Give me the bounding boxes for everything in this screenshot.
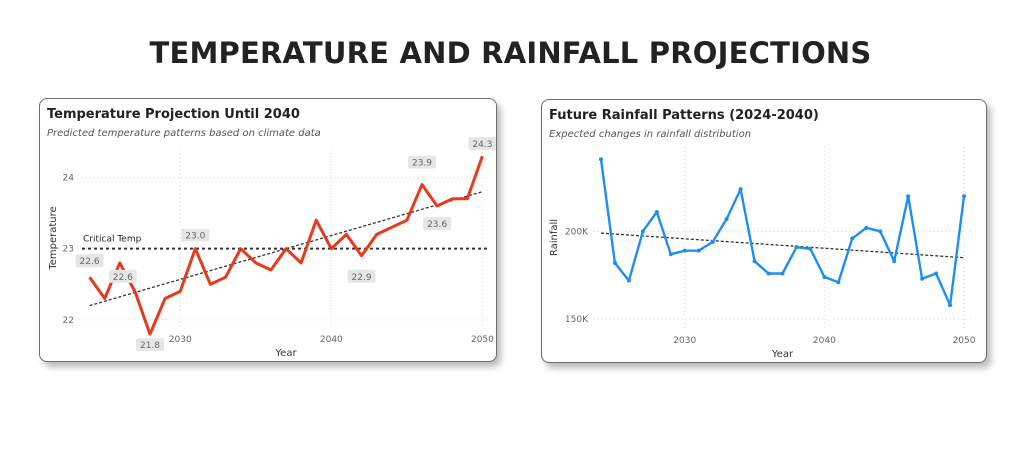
data-point: [696, 248, 701, 253]
data-label: 23.9: [412, 159, 432, 169]
data-point: [766, 271, 771, 276]
data-label-box: [136, 338, 164, 352]
data-point: [612, 260, 617, 265]
data-point: [738, 187, 743, 192]
data-point: [654, 210, 659, 215]
data-point: [640, 229, 645, 234]
y-tick-label: 150K: [565, 315, 589, 325]
x-axis-title: Year: [274, 348, 297, 359]
data-label: 22.9: [352, 273, 372, 283]
data-label-box: [347, 269, 376, 283]
rainfall-chart-plot: 150K 200K 2030 2040 2050 Year Rainfall: [549, 147, 976, 360]
data-label: 24.3: [472, 140, 492, 150]
y-tick-label: 200K: [565, 227, 589, 237]
y-axis-title: Rainfall: [549, 219, 560, 256]
data-point: [920, 276, 925, 281]
trend-line: [600, 232, 965, 259]
data-label: 22.6: [113, 273, 133, 283]
data-label-box: [468, 137, 496, 151]
data-label: 21.8: [140, 341, 160, 351]
temperature-chart-card: Temperature Projection Until 2040 Predic…: [39, 98, 497, 362]
critical-temp-label: Critical Temp: [83, 235, 142, 245]
data-label-box: [181, 228, 210, 242]
data-point: [808, 246, 813, 251]
rainfall-series-line: [599, 159, 966, 307]
temperature-chart-plot: 22 23 24 2030 2040 2050 Year Temperature Critica…: [48, 137, 496, 359]
temperature-series-line: [88, 155, 484, 336]
data-label-box: [108, 269, 137, 283]
data-point: [794, 245, 799, 250]
x-tick-label: 2040: [320, 335, 343, 345]
data-label: 22.6: [80, 257, 100, 267]
x-tick-label: 2050: [471, 335, 494, 345]
data-label: 23.0: [185, 232, 205, 242]
rainfall-chart-title: Future Rainfall Patterns (2024-2040): [549, 108, 819, 123]
trend-line: [89, 191, 483, 307]
data-point: [836, 280, 841, 285]
y-tick-label: 23: [63, 245, 74, 255]
y-axis-title: Temperature: [48, 206, 59, 270]
data-point: [948, 303, 953, 308]
data-point: [668, 252, 673, 257]
data-label-box: [75, 254, 104, 268]
data-point: [752, 259, 757, 264]
data-point: [822, 275, 827, 280]
data-point: [850, 236, 855, 241]
y-tick-label: 24: [63, 173, 75, 183]
x-tick-label: 2040: [813, 336, 836, 346]
temperature-chart-subtitle: Predicted temperature patterns based on …: [47, 128, 321, 139]
data-point: [682, 248, 687, 253]
x-tick-label: 2050: [953, 336, 976, 346]
data-point: [934, 271, 939, 276]
data-point: [724, 217, 729, 222]
x-tick-label: 2030: [169, 335, 192, 345]
data-label: 23.6: [427, 220, 447, 230]
x-axis-title: Year: [771, 349, 794, 360]
data-point: [598, 157, 603, 162]
y-tick-label: 22: [63, 316, 74, 326]
temperature-chart-title: Temperature Projection Until 2040: [47, 107, 300, 122]
data-label-box: [423, 216, 452, 230]
data-point: [906, 194, 911, 199]
rainfall-chart-card: Future Rainfall Patterns (2024-2040) Exp…: [541, 99, 987, 363]
data-point: [626, 278, 631, 283]
data-point: [878, 229, 883, 234]
data-point: [892, 259, 897, 264]
data-point: [780, 271, 785, 276]
data-point: [710, 239, 715, 244]
rainfall-chart-subtitle: Expected changes in rainfall distributio…: [549, 129, 752, 140]
data-point: [962, 194, 967, 199]
data-label-box: [408, 155, 436, 169]
x-tick-label: 2030: [673, 336, 696, 346]
page-title: TEMPERATURE AND RAINFALL PROJECTIONS: [149, 36, 872, 70]
data-point: [864, 225, 869, 230]
